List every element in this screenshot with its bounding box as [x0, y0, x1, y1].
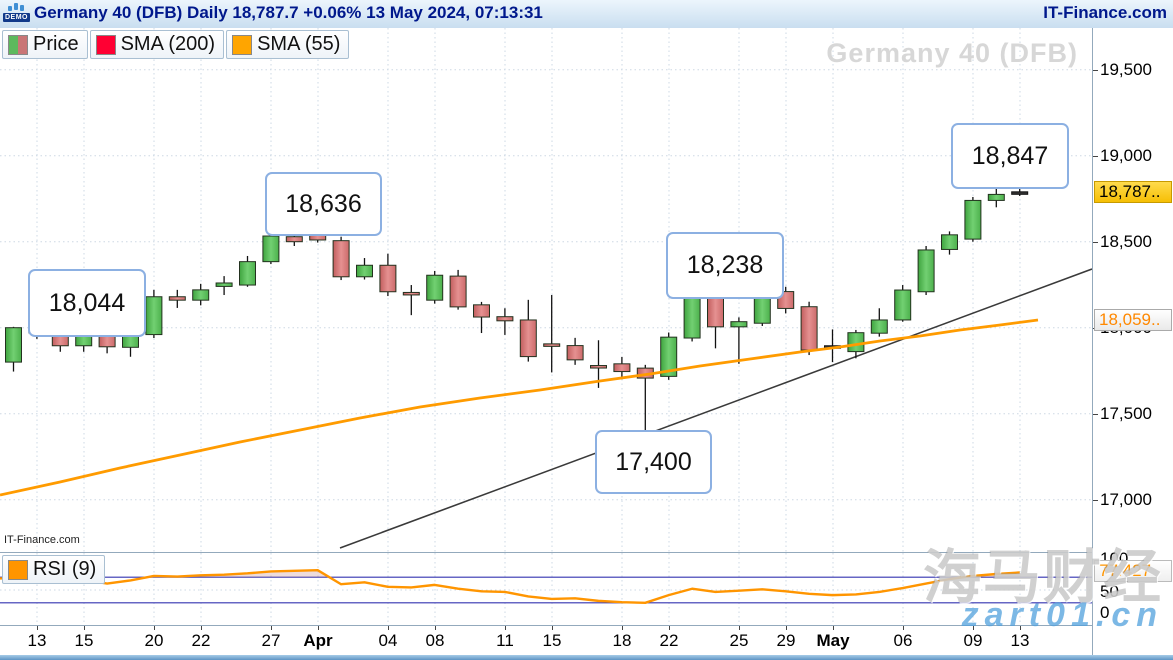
time-axis-tick [903, 626, 904, 630]
time-axis-tick [973, 626, 974, 630]
swing-label: 18,847 [951, 123, 1069, 189]
time-axis-label: 20 [144, 631, 164, 650]
mini-candles-icon [7, 2, 27, 13]
rsi-chart[interactable] [0, 553, 1092, 625]
price-axis-tick [1093, 241, 1098, 243]
time-axis-label: 22 [191, 631, 211, 650]
legend-tab-rsi[interactable]: RSI (9) [2, 555, 106, 584]
time-axis-tick [669, 626, 670, 630]
rsi-pane[interactable]: RSI (9) [0, 552, 1092, 626]
rsi-axis-label: 0 [1100, 603, 1110, 622]
sma-value-label: 18,059.. [1094, 309, 1172, 331]
time-axis-label: 15 [542, 631, 562, 650]
rsi-swatch-icon [8, 559, 28, 580]
price-axis-label: 17,500 [1100, 403, 1152, 423]
time-axis-tick [552, 626, 553, 630]
time-axis-tick [201, 626, 202, 630]
title-bar: DEMO Germany 40 (DFB) Daily 18,787.7 +0.… [0, 0, 1173, 29]
legend-sma200-label: SMA (200) [120, 33, 216, 55]
time-axis-tick [271, 626, 272, 630]
time-axis-label: 04 [378, 631, 398, 650]
price-axis-label: 19,500 [1100, 59, 1152, 79]
legend-tab-price[interactable]: Price [2, 30, 88, 59]
legend-rsi-label: RSI (9) [33, 558, 97, 580]
time-axis-tick [84, 626, 85, 630]
time-axis-tick [833, 626, 834, 630]
time-axis-label: 22 [659, 631, 679, 650]
time-axis-label: 27 [261, 631, 281, 650]
price-axis-label: 17,000 [1100, 489, 1152, 509]
current-price-label: 18,787.. [1094, 181, 1172, 204]
price-axis-label: 18,500 [1100, 231, 1152, 251]
time-axis-tick [505, 626, 506, 630]
price-legend-row: Price SMA (200) SMA (55) [2, 30, 350, 59]
legend-sma55-label: SMA (55) [257, 33, 341, 55]
time-axis-label: Apr [303, 631, 333, 650]
price-axis-tick [1093, 155, 1098, 157]
price-axis-label: 19,000 [1100, 145, 1152, 165]
time-axis-tick [786, 626, 787, 630]
time-axis-label: 13 [1010, 631, 1030, 650]
time-axis-tick [435, 626, 436, 630]
price-axis-tick [1093, 413, 1098, 415]
price-axis-tick [1093, 499, 1098, 501]
time-axis-tick [37, 626, 38, 630]
time-axis-tick [154, 626, 155, 630]
price-chart-pane[interactable]: Price SMA (200) SMA (55) Germany 40 (DFB… [0, 28, 1092, 552]
window-bottom-edge [0, 655, 1173, 660]
time-axis-label: 11 [496, 631, 514, 650]
time-axis-tick [739, 626, 740, 630]
demo-badge-icon: DEMO [3, 2, 31, 26]
time-axis-tick [1020, 626, 1021, 630]
rsi-axis-label: 50 [1100, 582, 1119, 601]
time-axis-label: 09 [963, 631, 983, 650]
swing-label: 18,636 [265, 172, 382, 236]
legend-tab-sma55[interactable]: SMA (55) [226, 30, 350, 59]
price-axis[interactable]: 18,787.. 18,059.. 77.427 19,500 19,000 18,… [1092, 28, 1173, 655]
time-axis-label: 25 [729, 631, 749, 650]
rsi-value-label: 77.427 [1094, 560, 1172, 583]
chart-watermark: Germany 40 (DFB) [826, 38, 1078, 68]
time-axis[interactable]: 13 15 20 22 27 Apr 04 08 11 15 18 22 25 29 May 06 09 13 [0, 625, 1092, 656]
instrument-title: Germany 40 (DFB) Daily 18,787.7 +0.06% 1… [34, 3, 543, 22]
time-axis-tick [318, 626, 319, 630]
itfinance-small-watermark: IT-Finance.com [4, 534, 80, 546]
candlestick-chart[interactable] [0, 28, 1092, 552]
sma55-swatch-icon [232, 34, 253, 55]
legend-tab-sma200[interactable]: SMA (200) [89, 30, 225, 59]
sma200-swatch-icon [95, 34, 116, 55]
swing-label: 18,238 [666, 232, 784, 299]
swing-label: 18,044 [28, 269, 146, 337]
time-axis-label: 29 [776, 631, 796, 650]
time-axis-label: 08 [425, 631, 445, 650]
legend-price-label: Price [33, 33, 79, 55]
time-axis-tick [388, 626, 389, 630]
time-axis-label: 06 [893, 631, 913, 650]
price-axis-tick [1093, 69, 1098, 71]
time-axis-label: 13 [27, 631, 47, 650]
demo-badge-label: DEMO [3, 13, 30, 22]
time-axis-label: 18 [612, 631, 632, 650]
swing-label: 17,400 [595, 430, 712, 494]
brand-link[interactable]: IT-Finance.com [1043, 3, 1167, 22]
time-axis-label: May [816, 631, 850, 650]
time-axis-label: 15 [74, 631, 94, 650]
time-axis-tick [622, 626, 623, 630]
price-swatch-icon [8, 34, 28, 55]
